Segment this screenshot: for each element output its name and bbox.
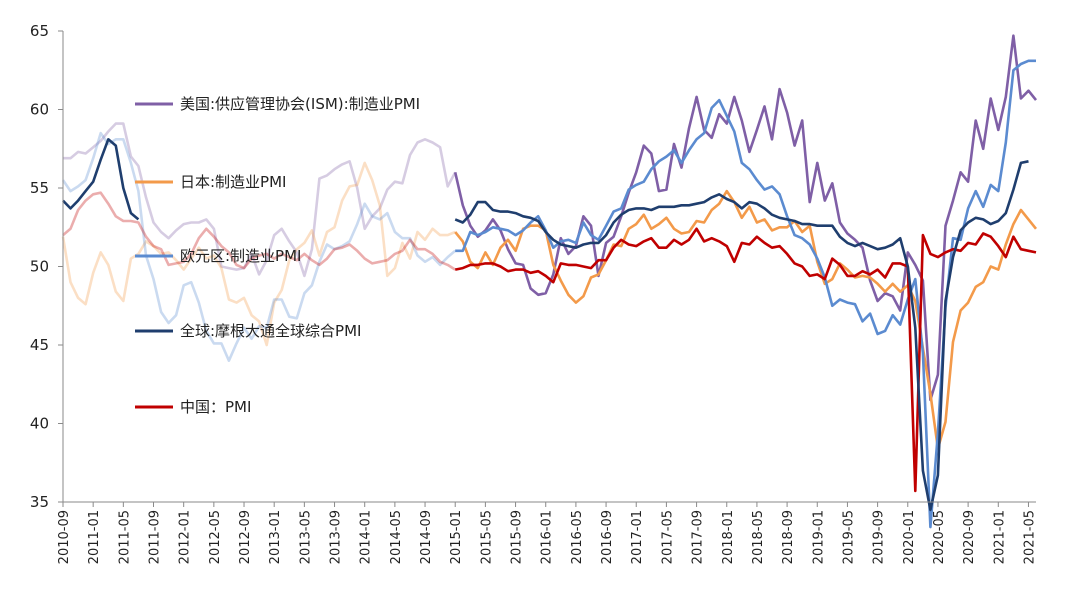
y-tick-label: 40 xyxy=(30,415,49,433)
x-tick-label: 2014-01 xyxy=(359,510,374,564)
x-tick-label: 2014-05 xyxy=(389,510,404,564)
x-tick-label: 2017-09 xyxy=(691,510,706,564)
series-line-early-3 xyxy=(62,138,140,221)
series-line-early-2 xyxy=(61,131,457,362)
x-tick-label: 2021-05 xyxy=(1022,510,1037,564)
x-tick-label: 2011-05 xyxy=(117,510,132,564)
x-tick-label: 2019-05 xyxy=(841,510,856,564)
y-tick-label: 60 xyxy=(30,101,49,119)
legend-label: 欧元区:制造业PMI xyxy=(180,247,301,265)
x-tick-label: 2013-01 xyxy=(268,510,283,564)
y-tick-label: 50 xyxy=(30,258,49,276)
x-tick-label: 2011-09 xyxy=(148,510,163,564)
x-tick-label: 2011-01 xyxy=(87,510,102,564)
x-tick-label: 2010-09 xyxy=(57,510,72,564)
legend-item: 欧元区:制造业PMI xyxy=(135,247,301,265)
x-tick-label: 2018-01 xyxy=(721,510,736,564)
legend-item: 日本:制造业PMI xyxy=(135,173,286,191)
series-line-0 xyxy=(453,34,1038,402)
y-tick-label: 65 xyxy=(30,22,49,40)
x-tick-label: 2021-01 xyxy=(992,510,1007,564)
x-tick-label: 2016-05 xyxy=(570,510,585,564)
x-tick-label: 2015-05 xyxy=(479,510,494,564)
legend-item: 中国：PMI xyxy=(135,398,251,416)
x-tick-label: 2012-05 xyxy=(208,510,223,564)
x-tick-label: 2020-01 xyxy=(902,510,917,564)
x-tick-label: 2012-01 xyxy=(178,510,193,564)
series-line-early-0 xyxy=(63,122,457,278)
legend-item: 全球:摩根大通全球综合PMI xyxy=(135,322,361,340)
series-line-4 xyxy=(454,227,1037,493)
x-tick-label: 2016-09 xyxy=(600,510,615,564)
legend-label: 全球:摩根大通全球综合PMI xyxy=(180,322,361,340)
x-tick-label: 2020-09 xyxy=(962,510,977,564)
x-tick-label: 2015-09 xyxy=(510,510,525,564)
y-tick-label: 45 xyxy=(30,336,49,354)
x-tick-label: 2013-09 xyxy=(329,510,344,564)
x-tick-label: 2017-05 xyxy=(660,510,675,564)
x-tick-label: 2017-01 xyxy=(630,510,645,564)
series-layer xyxy=(453,34,1038,529)
series-line-5 xyxy=(454,160,1029,512)
legend-label: 日本:制造业PMI xyxy=(180,173,286,191)
legend-label: 美国:供应管理协会(ISM):制造业PMI xyxy=(180,95,420,113)
x-tick-label: 2014-09 xyxy=(419,510,434,564)
x-tick-label: 2020-05 xyxy=(932,510,947,564)
y-tick-label: 35 xyxy=(30,493,49,511)
legend-label: 中国：PMI xyxy=(180,398,251,416)
x-tick-label: 2019-09 xyxy=(872,510,887,564)
series-line-2 xyxy=(455,59,1036,529)
x-tick-label: 2016-01 xyxy=(540,510,555,564)
axis-layer: 35 40 45 50 55 60 65 2010-09 2011-01 2011-05 2011-… xyxy=(30,22,1038,564)
x-tick-label: 2012-09 xyxy=(238,510,253,564)
series-line-1 xyxy=(454,189,1038,450)
x-tick-label: 2018-05 xyxy=(751,510,766,564)
x-tick-label: 2019-01 xyxy=(811,510,826,564)
series-line-early-4 xyxy=(62,191,456,271)
legend-item: 美国:供应管理协会(ISM):制造业PMI xyxy=(135,95,420,113)
faded-history-layer xyxy=(61,122,457,362)
y-tick-label: 55 xyxy=(30,179,49,197)
legend: 美国:供应管理协会(ISM):制造业PMI 日本:制造业PMI 欧元区:制造业PMI… xyxy=(135,95,420,416)
x-tick-label: 2018-09 xyxy=(781,510,796,564)
x-tick-label: 2013-05 xyxy=(298,510,313,564)
x-tick-label: 2015-01 xyxy=(449,510,464,564)
series-line-early-1 xyxy=(61,161,456,347)
